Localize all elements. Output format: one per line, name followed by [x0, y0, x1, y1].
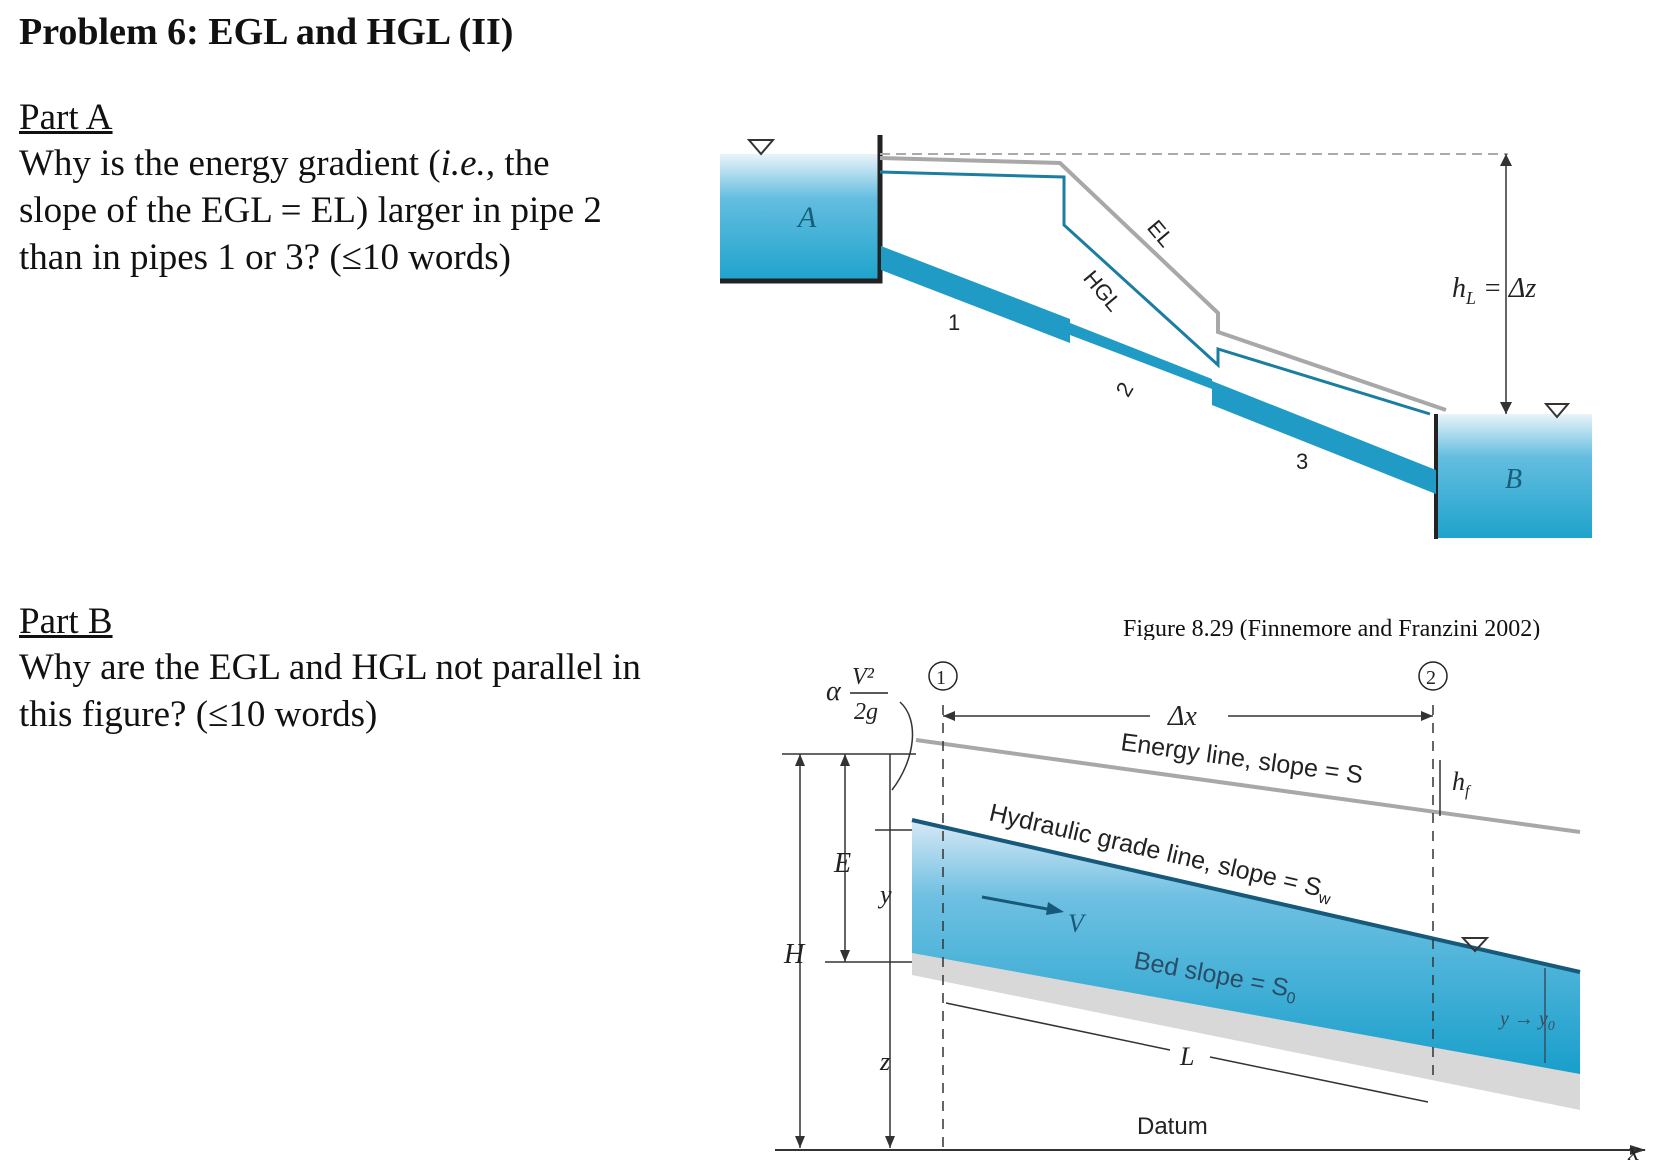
section-1-marker: [928, 661, 958, 691]
E-arrow-down-icon: [840, 950, 850, 962]
pipe-2: [1070, 323, 1212, 389]
water-surface-icon: [1460, 937, 1490, 953]
energy-line-label: Energy line, slope = S: [1119, 728, 1364, 789]
part-b-heading: Part B: [19, 601, 113, 642]
reservoir-b-label: B: [1505, 464, 1522, 495]
channel-bed: [912, 953, 1580, 1110]
reservoir-a-label: A: [796, 201, 817, 234]
reservoir-b-water: [1436, 414, 1592, 538]
pipe-3: [1212, 381, 1436, 494]
x-axis-label: x: [1627, 1137, 1640, 1166]
z-label: z: [879, 1047, 890, 1076]
part-b-q-line2: this figure? (≤10 words): [19, 694, 378, 735]
arrow-down-icon: [1500, 402, 1512, 414]
velocity-arrow-icon: [1046, 902, 1064, 915]
part-b-q-line1: Why are the EGL and HGL not parallel in: [19, 647, 641, 688]
E-arrow-up-icon: [840, 754, 850, 766]
dx-arrow-right-icon: [1421, 711, 1433, 721]
velocity-label: V: [1068, 909, 1087, 938]
H-label: H: [783, 939, 806, 970]
reservoir-a-wall: [720, 135, 883, 284]
part-a-q-line2: slope of the EGL = EL) larger in pipe 2: [19, 190, 602, 231]
part-a-q-line3: than in pipes 1 or 3? (≤10 words): [19, 237, 511, 278]
velocity-head-alpha: α: [826, 676, 842, 707]
part-a-question: Why is the energy gradient (i.e., the sl…: [19, 140, 709, 281]
arrow-up-icon: [1500, 154, 1512, 166]
hgl-water-surface: [911, 818, 1581, 974]
hgl-label: HGL: [1078, 265, 1126, 316]
section-2-label: 2: [1426, 667, 1436, 689]
hf-label: hf: [1452, 767, 1472, 800]
depth-right-label: y → y0: [1498, 1008, 1555, 1034]
channel-water: [912, 820, 1580, 1074]
L-dimension-right: [1209, 1056, 1429, 1103]
E-label: E: [833, 848, 851, 879]
section-2-marker: [1418, 661, 1448, 691]
section-1-label: 1: [936, 667, 946, 689]
part-a-q-ie: i.e.: [440, 143, 486, 184]
part-b-question: Why are the EGL and HGL not parallel in …: [19, 644, 709, 738]
problem-title: Problem 6: EGL and HGL (II): [19, 11, 514, 53]
L-label: L: [1179, 1042, 1194, 1071]
z-arrow-down-icon: [885, 1136, 895, 1148]
part-a-q-line1-end: , the: [485, 143, 550, 184]
pipe-2-label: 2: [1111, 378, 1139, 401]
pipe-series-figure: A B 1 2 3 hL = Δz EL HGL Figure 8.29 (Fi…: [720, 135, 1592, 640]
velocity-arrow: [981, 895, 1059, 913]
energy-line: [879, 156, 1447, 412]
dx-label: Δx: [1167, 701, 1197, 732]
water-surface-a-icon: [746, 139, 776, 156]
part-a-q-start: Why is the energy gradient (: [19, 143, 441, 184]
dx-arrow-left-icon: [943, 711, 955, 721]
energy-line-channel: [915, 738, 1581, 834]
open-channel-figure: x Datum 1 2 Δx Energy line, slope = S Hy…: [775, 661, 1646, 1166]
pipe-1: [881, 246, 1070, 343]
datum-label: Datum: [1137, 1113, 1208, 1140]
pipe-1-label: 1: [948, 310, 960, 335]
reservoir-a-water: [720, 154, 878, 281]
x-axis-arrow-icon: [1630, 1145, 1646, 1155]
velocity-head-numerator: V²: [852, 664, 875, 690]
y-label: y: [877, 880, 892, 909]
water-surface-b-icon: [1543, 403, 1571, 419]
H-arrow-up-icon: [795, 754, 805, 766]
figure-caption: Figure 8.29 (Finnemore and Franzini 2002…: [1123, 616, 1540, 640]
head-loss-label: hL = Δz: [1452, 273, 1536, 308]
velocity-head-denominator: 2g: [854, 699, 878, 725]
pipe-3-label: 3: [1296, 449, 1308, 474]
L-dimension-left: [945, 1002, 1171, 1051]
part-a-heading: Part A: [19, 97, 113, 138]
hydraulic-grade-line: [879, 170, 1431, 416]
H-arrow-down-icon: [795, 1136, 805, 1148]
velocity-head-leader: [891, 701, 914, 791]
